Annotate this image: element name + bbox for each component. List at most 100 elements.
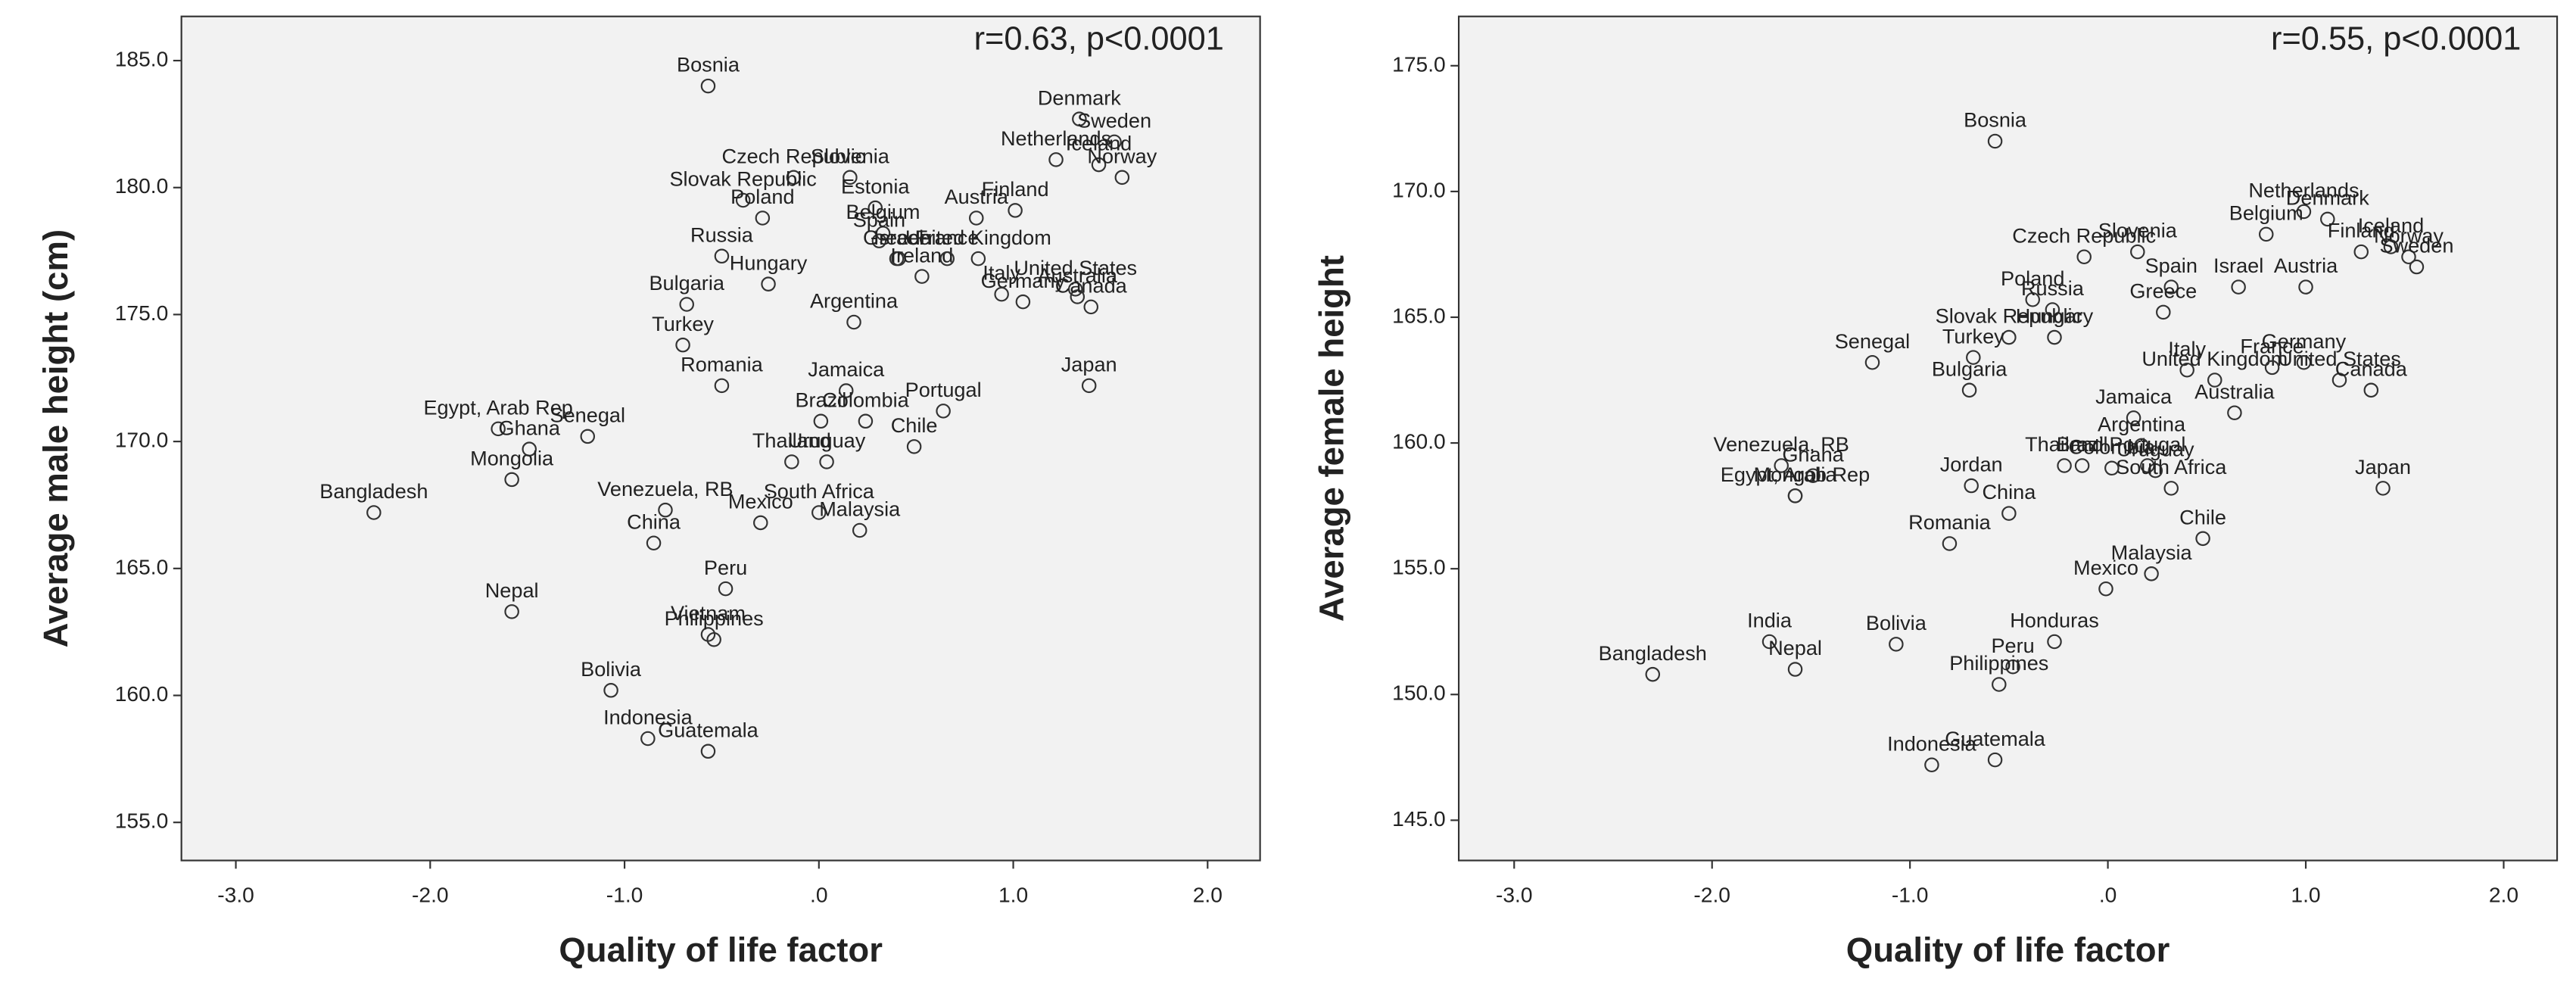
point	[852, 522, 867, 538]
point	[969, 210, 984, 226]
point-label: Poland	[2001, 267, 2064, 290]
point	[889, 251, 905, 267]
point-label: Indonesia	[603, 706, 693, 729]
x-tick-label: 1.0	[998, 883, 1028, 907]
point-label: Uruguay	[788, 429, 866, 452]
point	[871, 233, 887, 248]
point	[755, 210, 771, 226]
x-tick-label: -2.0	[412, 883, 449, 907]
point	[875, 226, 891, 241]
point	[735, 192, 751, 208]
point-label: Iceland	[1066, 132, 1132, 155]
point	[640, 731, 656, 747]
point	[2047, 329, 2062, 345]
point	[2156, 304, 2171, 320]
point	[1008, 203, 1023, 218]
x-tick-label: -3.0	[217, 883, 254, 907]
point-label: Israel	[2213, 254, 2263, 277]
point	[1083, 299, 1099, 315]
point	[2195, 531, 2210, 547]
point-label: Jordan	[1940, 453, 2003, 476]
point	[2375, 481, 2391, 496]
point-label: Turkey	[652, 312, 714, 335]
point	[1787, 662, 1803, 677]
point-label: Finland	[2328, 219, 2395, 242]
point	[819, 454, 834, 469]
point-label: China	[1982, 480, 2036, 503]
point	[1864, 355, 1880, 370]
point	[843, 170, 858, 185]
y-tick-label: 170.0	[1392, 177, 1446, 201]
point-label: Colombia	[2069, 435, 2156, 458]
point-label: Slovak Republic	[669, 167, 816, 191]
point-label: Bulgaria	[1932, 357, 2008, 380]
point-label: Bolivia	[1866, 611, 1927, 634]
point	[1924, 757, 1939, 773]
point	[2298, 279, 2313, 295]
point-label: China	[627, 510, 681, 533]
point	[2227, 405, 2242, 420]
y-axis-title: Average female height	[1312, 255, 1350, 622]
point	[700, 744, 716, 759]
point-label: United States	[1014, 256, 1137, 279]
point-label: Guatemala	[658, 718, 759, 741]
point	[679, 297, 694, 312]
point	[1645, 666, 1661, 682]
point-label: Senegal	[550, 404, 625, 427]
point-label: Australia	[2194, 379, 2275, 403]
point	[2353, 244, 2369, 260]
point	[2045, 302, 2060, 317]
point-label: Hungary	[730, 251, 808, 274]
point	[2025, 291, 2041, 307]
point-label: Mongolia	[1754, 463, 1838, 486]
y-tick-label: 165.0	[115, 554, 169, 578]
point	[858, 413, 874, 429]
point-label: Belgium	[2229, 201, 2303, 224]
point	[2134, 438, 2149, 454]
point-label: Bosnia	[1964, 108, 2027, 132]
point-label: Estonia	[841, 175, 910, 198]
point-label: Brazil	[2057, 432, 2108, 456]
point-label: Poland	[730, 185, 794, 208]
point-label: Uruguay	[2117, 438, 2194, 461]
point-label: Romania	[1908, 510, 1991, 534]
point	[1987, 133, 2003, 149]
point	[761, 276, 776, 291]
point-label: Austria	[2274, 254, 2338, 277]
point	[2074, 458, 2090, 473]
point	[1070, 289, 1086, 304]
point-label: Israel	[874, 226, 924, 249]
point-label: Nepal	[1768, 636, 1822, 659]
point-label: Slovenia	[811, 144, 890, 167]
point	[2076, 249, 2092, 265]
point-label: Canada	[1055, 273, 1128, 297]
point-label: Mexico	[2073, 556, 2138, 579]
x-tick-label: .0	[2099, 883, 2117, 907]
point	[1787, 488, 1803, 503]
point	[366, 505, 382, 520]
point-label: Belgium	[846, 200, 920, 223]
point-label: Slovenia	[2098, 219, 2178, 242]
point-label: Argentina	[2098, 413, 2186, 436]
point	[1889, 637, 1904, 652]
x-tick-label: 1.0	[2291, 883, 2320, 907]
point-label: Turkey	[1942, 324, 2004, 348]
point-label: Germany	[981, 269, 1066, 292]
point	[1067, 282, 1083, 297]
point	[580, 429, 596, 444]
point-label: Japan	[2355, 455, 2411, 479]
point	[2296, 204, 2312, 220]
point-label: Vietnam	[671, 601, 746, 625]
point-label: Netherlands	[1001, 126, 1111, 150]
point-label: Iceland	[2358, 214, 2424, 237]
point-label: Netherlands	[2248, 179, 2359, 202]
point-label: Finland	[982, 177, 1049, 201]
x-tick-label: -1.0	[1892, 883, 1929, 907]
point-label: Colombia	[822, 388, 909, 411]
y-tick-label: 160.0	[115, 681, 169, 706]
point-label: Malaysia	[2111, 541, 2193, 564]
y-axis-title: Average male height (cm)	[36, 229, 75, 647]
y-tick-label: 150.0	[1392, 681, 1446, 705]
